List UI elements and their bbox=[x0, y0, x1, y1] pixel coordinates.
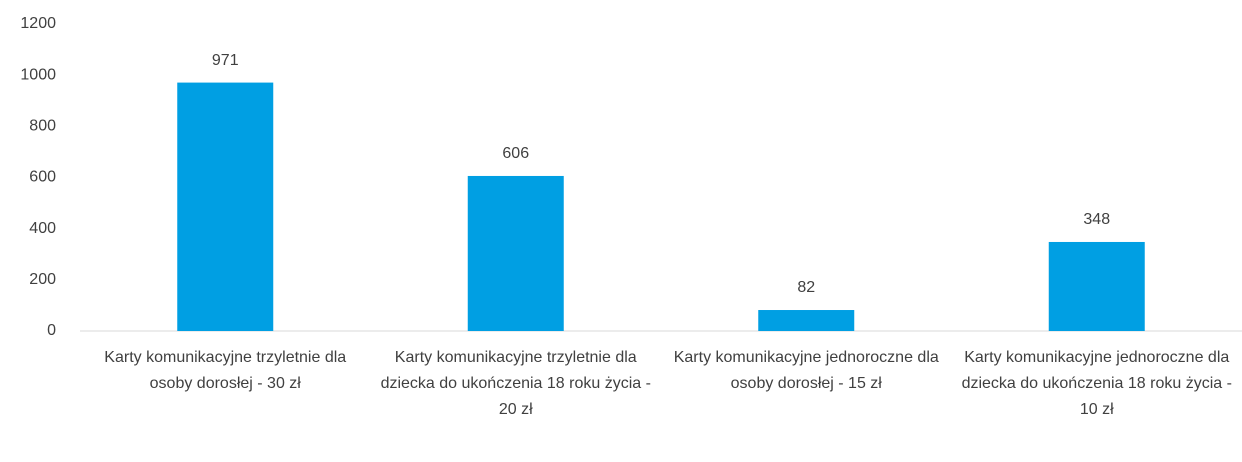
y-tick-label: 800 bbox=[29, 118, 56, 135]
data-label: 82 bbox=[797, 279, 815, 296]
data-label: 606 bbox=[502, 145, 529, 162]
data-label: 971 bbox=[212, 52, 239, 69]
y-tick-label: 1200 bbox=[20, 15, 56, 32]
y-tick-label: 400 bbox=[29, 220, 56, 237]
y-tick-label: 200 bbox=[29, 271, 56, 288]
x-tick-label: Karty komunikacyjne trzyletnie dla osoby … bbox=[104, 349, 346, 392]
y-tick-label: 0 bbox=[47, 322, 56, 339]
data-label: 348 bbox=[1083, 211, 1110, 228]
x-tick-label: Karty komunikacyjne jednoroczne dla osoby… bbox=[674, 349, 939, 392]
y-tick-label: 1000 bbox=[20, 66, 56, 83]
bar bbox=[1048, 241, 1145, 331]
bar bbox=[177, 82, 274, 331]
y-tick-label: 600 bbox=[29, 169, 56, 186]
bar bbox=[467, 175, 564, 331]
x-tick-label: Karty komunikacyjne trzyletnie dla dzieck… bbox=[381, 349, 651, 418]
bar bbox=[758, 310, 855, 331]
x-tick-label: Karty komunikacyjne jednoroczne dla dziec… bbox=[962, 349, 1232, 418]
